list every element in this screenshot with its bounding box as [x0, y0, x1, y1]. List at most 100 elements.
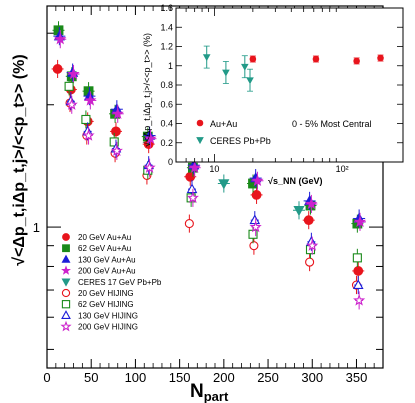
data-point: [353, 294, 366, 306]
x-axis-title: Npart: [190, 381, 229, 403]
data-point: [353, 215, 367, 228]
series-8: [65, 95, 366, 310]
data-point: [143, 161, 156, 173]
x-tick-label: 250: [257, 370, 279, 385]
y-axis-title: √<Δp_t,iΔp_t,j>/<<p_t>> (%): [11, 54, 28, 265]
legend-label: 20 GeV Au+Au: [78, 233, 131, 242]
data-point: [303, 215, 314, 226]
legend-label: 20 GeV HIJING: [78, 289, 134, 298]
legend-marker: [62, 244, 70, 253]
data-point: [186, 183, 198, 194]
data-point: [144, 132, 157, 144]
series-3: [54, 30, 367, 231]
x-tick-label: 0: [43, 370, 50, 385]
inset-y-tick-label: 0.8: [160, 80, 173, 90]
legend-marker: [61, 300, 71, 309]
data-point: [54, 32, 67, 45]
inset-legend-marker: [196, 137, 204, 145]
inset-data-point: [353, 57, 360, 65]
x-axis-title-main: N: [190, 381, 204, 402]
data-point: [249, 241, 259, 251]
main-marks: [51, 21, 367, 310]
x-tick-label: 350: [346, 370, 368, 385]
data-point: [84, 94, 97, 106]
data-point: [251, 190, 262, 200]
inset-y-tick-label: 1.6: [160, 3, 173, 13]
inset-data-point: [241, 63, 249, 71]
legend-marker: [61, 254, 71, 263]
legend-label: 130 GeV Au+Au: [78, 255, 136, 264]
legend: 20 GeV Au+Au 62 GeV Au+Au 130 GeV Au+Au 200…: [60, 233, 162, 332]
data-point: [305, 197, 318, 210]
inset-legend-label: CERES Pb+Pb: [210, 136, 271, 146]
legend-label: 62 GeV Au+Au: [78, 244, 131, 253]
data-point: [82, 129, 95, 141]
inset-x-tick-label: 10: [209, 164, 219, 174]
x-tick-label: 50: [84, 370, 98, 385]
x-tick-label: 100: [125, 370, 147, 385]
inset-y-tick-label: 0: [168, 157, 173, 167]
inset-x-tick-label: 10²: [336, 164, 349, 174]
inset-y-axis-title: √<Δp_t,iΔp_t,j>/<<p_t>> (%): [142, 33, 152, 147]
data-point: [249, 214, 261, 225]
inset-series-0: [249, 54, 384, 65]
data-point: [186, 191, 199, 204]
data-point: [65, 98, 78, 110]
inset-legend-label: Au+Au: [210, 119, 237, 129]
data-point: [52, 64, 63, 74]
legend-label: CERES 17 GeV Pb+Pb: [78, 278, 162, 287]
data-point: [109, 137, 119, 147]
legend-label: 62 GeV HIJING: [78, 300, 134, 309]
data-point: [305, 257, 315, 267]
main-axes: 0 50 100 150 200 250 300 3501Npart√<Δp_t,iΔp_t,…: [11, 5, 384, 403]
data-point: [218, 179, 230, 190]
inset-y-tick-label: 1.4: [160, 22, 173, 32]
data-point: [184, 219, 194, 229]
data-point: [306, 239, 319, 251]
data-point: [110, 144, 123, 157]
inset-legend-marker: [196, 119, 204, 127]
inset-annotation: 0 - 5% Most Central: [292, 119, 372, 129]
legend-marker: [62, 233, 70, 241]
legend-marker: [61, 265, 71, 275]
data-point: [293, 206, 305, 217]
legend-marker: [61, 278, 71, 287]
data-point: [188, 161, 201, 173]
data-point: [64, 81, 74, 91]
inset-y-tick-label: 1: [168, 61, 173, 71]
x-tick-label: 150: [169, 370, 191, 385]
inset-frame: [175, 7, 404, 163]
inset-y-tick-label: 0.2: [160, 138, 173, 148]
data-point: [249, 220, 262, 233]
data-point: [81, 114, 91, 125]
data-point: [352, 253, 362, 263]
data-point: [353, 266, 364, 276]
inset-chart: 0 0.2 0.4 0.6 0.8 1 1.2 1.4 1.6 10 10² √s_NN (GeV) √…: [142, 3, 404, 186]
inset-data-point: [377, 54, 384, 62]
legend-marker: [60, 320, 72, 332]
inset-y-tick-label: 1.2: [160, 42, 173, 52]
legend-label: 200 GeV HIJING: [78, 323, 138, 332]
series-4: [217, 174, 305, 220]
legend-label: 200 GeV Au+Au: [78, 267, 136, 276]
data-point: [111, 126, 121, 137]
data-point: [111, 107, 124, 119]
inset-data-point: [222, 69, 230, 77]
data-point: [352, 279, 364, 290]
inset-data-point: [249, 55, 257, 63]
x-tick-label: 200: [213, 370, 235, 385]
legend-marker: [61, 310, 71, 320]
data-point: [251, 174, 264, 186]
data-point: [67, 67, 80, 80]
inset-data-point: [312, 55, 320, 63]
x-tick-label: 300: [301, 370, 323, 385]
inset-y-tick-label: 0.4: [160, 119, 173, 129]
inset-y-tick-label: 0.6: [160, 99, 173, 109]
legend-label: 130 GeV HIJING: [78, 311, 138, 320]
y-tick-label: 1: [33, 220, 40, 235]
inset-data-point: [202, 54, 211, 62]
inset-x-axis-title: √s_NN (GeV): [268, 176, 322, 186]
legend-marker: [61, 288, 71, 298]
x-axis-title-sub: part: [204, 389, 229, 403]
